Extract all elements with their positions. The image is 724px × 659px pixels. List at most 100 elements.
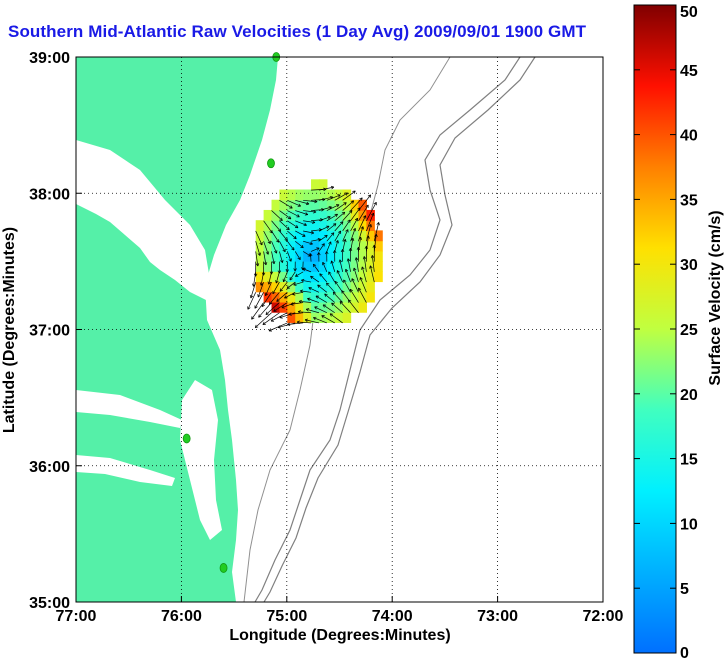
field-cell xyxy=(263,209,273,221)
velocity-arrow xyxy=(279,200,293,209)
field-cell xyxy=(263,281,273,293)
field-cell xyxy=(374,240,383,252)
field-cell xyxy=(366,240,375,252)
arrow-head xyxy=(279,217,283,221)
velocity-arrow xyxy=(358,226,364,242)
field-cell xyxy=(295,281,304,293)
field-cell xyxy=(318,230,328,242)
isobath-line xyxy=(263,57,536,602)
field-cell xyxy=(342,312,352,323)
field-cell xyxy=(318,271,328,283)
velocity-arrow xyxy=(271,241,277,254)
field-cell xyxy=(318,281,328,293)
velocity-arrow xyxy=(328,271,336,283)
arrow-head xyxy=(350,200,355,204)
arrow-head xyxy=(368,224,372,228)
velocity-arrow xyxy=(342,210,353,222)
field-cell xyxy=(318,189,328,201)
field-cell xyxy=(366,209,375,221)
arrow-head xyxy=(272,290,276,295)
arrow-head xyxy=(325,251,329,255)
arrow-head xyxy=(324,293,328,297)
field-cell xyxy=(334,250,344,262)
velocity-arrow xyxy=(287,220,299,229)
field-cell xyxy=(318,261,328,272)
velocity-arrow xyxy=(322,304,335,314)
field-cell xyxy=(318,250,328,262)
field-cell xyxy=(295,312,304,323)
arrow-head xyxy=(365,204,369,209)
velocity-arrow xyxy=(251,302,264,320)
arrow-head xyxy=(251,316,255,320)
velocity-arrow xyxy=(265,302,280,315)
arrow-head xyxy=(371,212,375,217)
arrow-head xyxy=(319,273,323,277)
x-tick-label: 74:00 xyxy=(372,608,413,625)
arrow-head xyxy=(337,194,341,198)
field-cell xyxy=(255,230,265,242)
field-cell xyxy=(311,179,320,191)
arrow-head xyxy=(267,281,271,285)
arrow-head xyxy=(289,277,293,281)
field-cell xyxy=(326,220,336,231)
field-cell xyxy=(358,261,367,272)
arrow-head xyxy=(316,247,320,251)
velocity-arrow xyxy=(355,257,359,272)
arrow-head xyxy=(279,288,283,292)
field-cell xyxy=(326,312,336,323)
field-cell xyxy=(350,240,360,252)
velocity-arrow xyxy=(326,204,340,211)
arrow-head xyxy=(322,261,326,266)
arrow-head xyxy=(322,304,327,308)
arrow-head xyxy=(309,241,313,246)
velocity-arrow xyxy=(369,265,375,283)
arrow-head xyxy=(293,235,297,240)
arrow-head xyxy=(305,201,310,206)
arrow-head xyxy=(358,287,362,291)
arrow-head xyxy=(354,217,358,222)
field-cell xyxy=(295,261,304,272)
arrow-head xyxy=(361,266,365,270)
arrow-head xyxy=(353,267,357,271)
field-cell xyxy=(342,301,352,313)
arrow-head xyxy=(331,302,335,306)
arrow-head xyxy=(300,244,304,249)
arrow-head xyxy=(367,194,372,198)
arrow-head xyxy=(277,325,281,329)
velocity-arrow xyxy=(295,210,308,215)
velocity-arrow xyxy=(276,292,288,302)
river-inlet xyxy=(76,390,182,428)
velocity-arrow xyxy=(347,258,351,272)
arrow-head xyxy=(334,280,338,285)
velocity-arrow xyxy=(263,220,273,234)
field-cell xyxy=(263,220,273,231)
velocity-arrow xyxy=(268,292,280,305)
arrow-head xyxy=(330,260,334,264)
arrow-head xyxy=(376,222,380,226)
velocity-arrow xyxy=(271,251,275,264)
arrow-head xyxy=(369,265,373,269)
field-cell xyxy=(279,291,288,303)
field-cell xyxy=(358,301,367,313)
arrow-head xyxy=(253,273,258,277)
velocity-arrow xyxy=(303,220,316,223)
field-cell xyxy=(342,209,352,221)
arrow-head xyxy=(330,185,335,190)
field-cell xyxy=(366,250,375,262)
field-cell xyxy=(311,281,320,293)
arrow-head xyxy=(359,277,363,281)
field-cell xyxy=(303,281,312,293)
field-cell xyxy=(279,261,288,272)
field-cell xyxy=(311,230,320,242)
field-cell xyxy=(255,271,265,283)
field-cell xyxy=(311,240,320,252)
field-cell xyxy=(326,240,336,252)
field-cell xyxy=(287,271,296,283)
velocity-arrow xyxy=(254,312,272,328)
arrow-head xyxy=(307,297,311,301)
field-cell xyxy=(318,291,328,303)
field-cell xyxy=(358,230,367,242)
arrow-head xyxy=(340,221,344,225)
arrow-head xyxy=(265,251,270,255)
field-cell xyxy=(326,250,336,262)
